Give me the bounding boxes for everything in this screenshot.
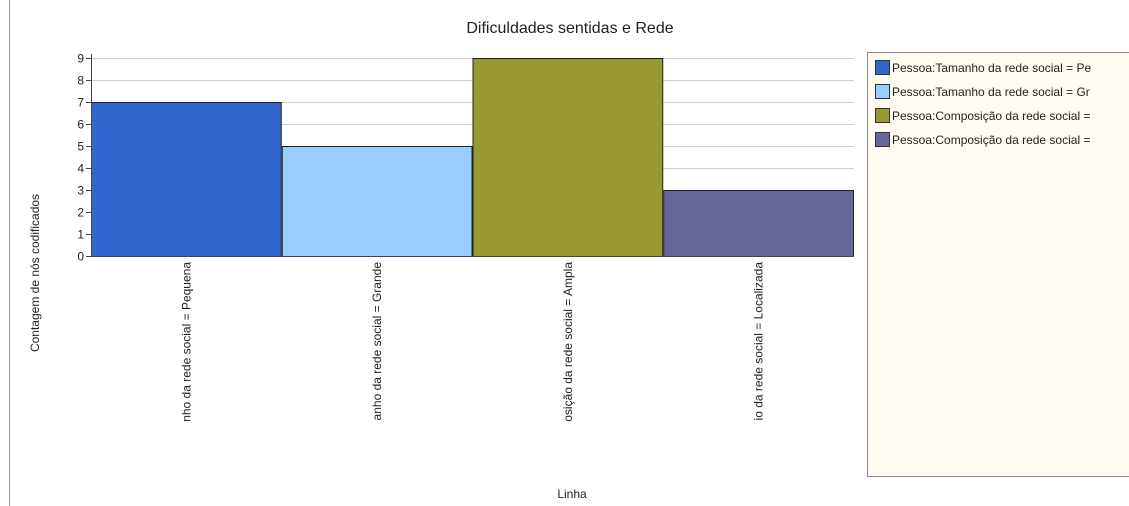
left-border-line xyxy=(9,0,10,506)
legend-label: Pessoa:Tamanho da rede social = Gr xyxy=(892,84,1090,99)
y-tick-label: 9 xyxy=(77,52,84,66)
bar xyxy=(663,190,854,257)
x-axis-label: Linha xyxy=(557,487,587,501)
legend-swatch xyxy=(875,108,890,124)
legend-swatch xyxy=(875,84,890,100)
legend-label: Pessoa:Composição da rede social = xyxy=(892,108,1091,123)
y-tick-label: 7 xyxy=(77,96,84,110)
legend: Pessoa:Tamanho da rede social = Pe Pesso… xyxy=(867,52,1129,477)
legend-item: Pessoa:Tamanho da rede social = Gr xyxy=(875,84,1090,100)
legend-item: Pessoa:Composição da rede social = xyxy=(875,108,1090,124)
bar xyxy=(281,146,473,257)
x-tick-label: osição da rede social = Ampla xyxy=(561,262,575,422)
legend-item: Pessoa:Tamanho da rede social = Pe xyxy=(875,60,1091,76)
y-tick-label: 1 xyxy=(77,228,84,242)
y-tick-label: 2 xyxy=(77,206,84,220)
y-tick-label: 3 xyxy=(77,184,84,198)
legend-swatch xyxy=(875,132,890,148)
bar xyxy=(472,58,664,257)
legend-label: Pessoa:Tamanho da rede social = Pe xyxy=(892,60,1092,75)
x-tick-label: nho da rede social = Pequena xyxy=(179,262,193,422)
bar xyxy=(91,102,282,257)
legend-item: Pessoa:Composição da rede social = xyxy=(875,132,1090,148)
legend-label: Pessoa:Composição da rede social = xyxy=(892,132,1091,147)
y-tick-label: 5 xyxy=(77,140,84,154)
legend-swatch xyxy=(875,60,890,76)
chart-title: Dificuldades sentidas e Rede xyxy=(466,20,674,37)
y-tick-label: 8 xyxy=(77,74,84,88)
y-tick-label: 4 xyxy=(77,162,84,176)
y-tick-label: 6 xyxy=(77,118,84,132)
y-tick-label: 0 xyxy=(77,250,84,264)
x-tick-label: anho da rede social = Grande xyxy=(370,262,384,421)
bar-plot: 0 1 2 3 4 5 6 7 8 9 nho da rede social = Pequena an… xyxy=(77,52,854,422)
x-tick-label: io da rede social = Localizada xyxy=(752,262,766,421)
